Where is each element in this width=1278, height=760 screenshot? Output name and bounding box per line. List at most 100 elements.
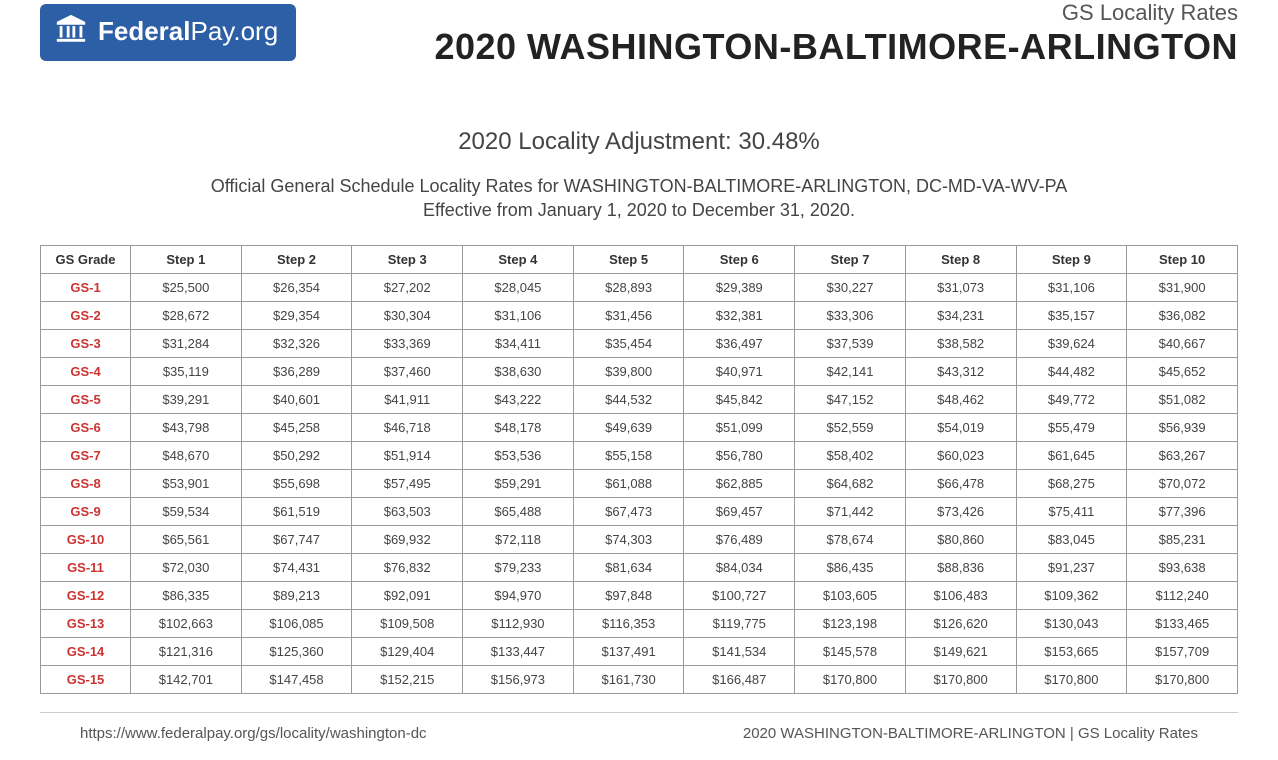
value-cell: $28,893	[573, 273, 684, 301]
value-cell: $73,426	[905, 497, 1016, 525]
table-row: GS-4$35,119$36,289$37,460$38,630$39,800$…	[41, 357, 1238, 385]
value-cell: $121,316	[131, 637, 242, 665]
table-row: GS-11$72,030$74,431$76,832$79,233$81,634…	[41, 553, 1238, 581]
col-step-8: Step 8	[905, 245, 1016, 273]
value-cell: $32,326	[241, 329, 352, 357]
bank-icon	[54, 12, 88, 51]
value-cell: $67,473	[573, 497, 684, 525]
value-cell: $45,258	[241, 413, 352, 441]
value-cell: $83,045	[1016, 525, 1127, 553]
value-cell: $34,411	[463, 329, 574, 357]
value-cell: $29,354	[241, 301, 352, 329]
table-row: GS-14$121,316$125,360$129,404$133,447$13…	[41, 637, 1238, 665]
value-cell: $51,914	[352, 441, 463, 469]
table-row: GS-7$48,670$50,292$51,914$53,536$55,158$…	[41, 441, 1238, 469]
title-block: GS Locality Rates 2020 WASHINGTON-BALTIM…	[434, 0, 1238, 68]
value-cell: $60,023	[905, 441, 1016, 469]
value-cell: $40,971	[684, 357, 795, 385]
value-cell: $45,842	[684, 385, 795, 413]
table-row: GS-15$142,701$147,458$152,215$156,973$16…	[41, 665, 1238, 693]
table-body: GS-1$25,500$26,354$27,202$28,045$28,893$…	[41, 273, 1238, 693]
value-cell: $61,519	[241, 497, 352, 525]
value-cell: $53,901	[131, 469, 242, 497]
value-cell: $59,291	[463, 469, 574, 497]
value-cell: $142,701	[131, 665, 242, 693]
grade-cell: GS-11	[41, 553, 131, 581]
value-cell: $71,442	[795, 497, 906, 525]
grade-cell: GS-7	[41, 441, 131, 469]
value-cell: $38,582	[905, 329, 1016, 357]
value-cell: $48,670	[131, 441, 242, 469]
logo-suffix: Pay.org	[191, 16, 279, 46]
value-cell: $51,082	[1127, 385, 1238, 413]
value-cell: $31,900	[1127, 273, 1238, 301]
value-cell: $112,930	[463, 609, 574, 637]
value-cell: $53,536	[463, 441, 574, 469]
grade-cell: GS-6	[41, 413, 131, 441]
value-cell: $79,233	[463, 553, 574, 581]
value-cell: $137,491	[573, 637, 684, 665]
value-cell: $66,478	[905, 469, 1016, 497]
value-cell: $123,198	[795, 609, 906, 637]
value-cell: $33,306	[795, 301, 906, 329]
value-cell: $50,292	[241, 441, 352, 469]
value-cell: $46,718	[352, 413, 463, 441]
col-step-3: Step 3	[352, 245, 463, 273]
value-cell: $170,800	[905, 665, 1016, 693]
value-cell: $130,043	[1016, 609, 1127, 637]
col-step-6: Step 6	[684, 245, 795, 273]
table-row: GS-8$53,901$55,698$57,495$59,291$61,088$…	[41, 469, 1238, 497]
value-cell: $48,178	[463, 413, 574, 441]
value-cell: $44,482	[1016, 357, 1127, 385]
footer-url: https://www.federalpay.org/gs/locality/w…	[80, 725, 427, 742]
grade-cell: GS-15	[41, 665, 131, 693]
value-cell: $33,369	[352, 329, 463, 357]
grade-cell: GS-1	[41, 273, 131, 301]
value-cell: $28,045	[463, 273, 574, 301]
value-cell: $36,082	[1127, 301, 1238, 329]
value-cell: $31,106	[463, 301, 574, 329]
grade-cell: GS-14	[41, 637, 131, 665]
col-step-2: Step 2	[241, 245, 352, 273]
value-cell: $42,141	[795, 357, 906, 385]
grade-cell: GS-13	[41, 609, 131, 637]
value-cell: $145,578	[795, 637, 906, 665]
value-cell: $106,483	[905, 581, 1016, 609]
value-cell: $35,157	[1016, 301, 1127, 329]
value-cell: $25,500	[131, 273, 242, 301]
value-cell: $52,559	[795, 413, 906, 441]
value-cell: $55,479	[1016, 413, 1127, 441]
value-cell: $31,284	[131, 329, 242, 357]
value-cell: $94,970	[463, 581, 574, 609]
footer-caption: 2020 WASHINGTON-BALTIMORE-ARLINGTON | GS…	[743, 725, 1198, 742]
value-cell: $56,939	[1127, 413, 1238, 441]
value-cell: $141,534	[684, 637, 795, 665]
value-cell: $30,304	[352, 301, 463, 329]
value-cell: $112,240	[1127, 581, 1238, 609]
logo-text: FederalPay.org	[98, 16, 278, 47]
value-cell: $44,532	[573, 385, 684, 413]
value-cell: $85,231	[1127, 525, 1238, 553]
value-cell: $31,073	[905, 273, 1016, 301]
value-cell: $109,362	[1016, 581, 1127, 609]
value-cell: $26,354	[241, 273, 352, 301]
value-cell: $170,800	[795, 665, 906, 693]
value-cell: $69,457	[684, 497, 795, 525]
value-cell: $84,034	[684, 553, 795, 581]
table-row: GS-10$65,561$67,747$69,932$72,118$74,303…	[41, 525, 1238, 553]
value-cell: $103,605	[795, 581, 906, 609]
value-cell: $51,099	[684, 413, 795, 441]
footer: https://www.federalpay.org/gs/locality/w…	[40, 712, 1238, 742]
value-cell: $129,404	[352, 637, 463, 665]
value-cell: $147,458	[241, 665, 352, 693]
value-cell: $38,630	[463, 357, 574, 385]
value-cell: $61,088	[573, 469, 684, 497]
value-cell: $170,800	[1016, 665, 1127, 693]
value-cell: $58,402	[795, 441, 906, 469]
value-cell: $93,638	[1127, 553, 1238, 581]
value-cell: $170,800	[1127, 665, 1238, 693]
value-cell: $37,539	[795, 329, 906, 357]
value-cell: $47,152	[795, 385, 906, 413]
value-cell: $36,289	[241, 357, 352, 385]
grade-cell: GS-10	[41, 525, 131, 553]
